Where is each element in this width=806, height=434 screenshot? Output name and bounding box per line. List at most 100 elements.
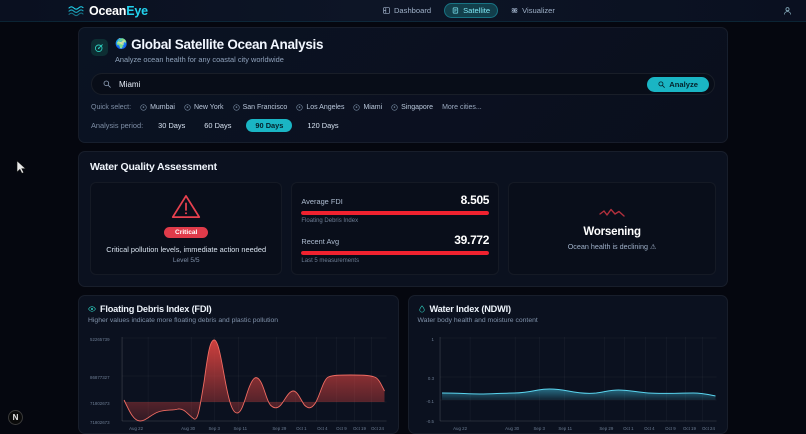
analyze-button[interactable]: Analyze — [647, 76, 709, 92]
nav-item-visualizer[interactable]: Visualizer — [504, 3, 562, 18]
globe-icon: 🌍 — [115, 39, 128, 51]
next-dev-indicator[interactable]: N — [8, 410, 23, 425]
droplet-icon — [418, 305, 425, 313]
search-bar[interactable]: Analyze — [91, 73, 715, 96]
page-subtitle: Analyze ocean health for any coastal cit… — [115, 55, 284, 65]
ndwi-xtick-7: Oct 9 — [665, 426, 676, 431]
map-pin-icon — [391, 104, 398, 111]
nav-item-satellite[interactable]: Satellite — [444, 3, 499, 18]
ndwi-xtick-2: Sep 3 — [533, 426, 545, 431]
water-quality-assessment-card: Water Quality Assessment Critical Critic… — [78, 151, 728, 288]
fdi-ytick-2: 71802673 — [90, 401, 110, 406]
quick-city-san-francisco[interactable]: San Francisco — [232, 104, 288, 112]
status-level: Level 5/5 — [172, 257, 200, 265]
warning-triangle-icon — [172, 195, 201, 219]
brand-text: OceanEye — [89, 4, 148, 18]
charts-row: Floating Debris Index (FDI) Higher value… — [78, 295, 728, 434]
search-icon — [658, 81, 666, 88]
ndwi-area — [441, 389, 715, 401]
fdi-ytick-1: 86877327 — [90, 375, 110, 380]
status-message: Critical pollution levels, immediate act… — [106, 245, 267, 255]
quick-select-row: Quick select: Mumbai New York San Franci… — [91, 104, 715, 111]
more-cities-link[interactable]: More cities... — [442, 104, 482, 112]
period-option-60-days[interactable]: 60 Days — [204, 121, 232, 131]
wave-icon — [68, 5, 84, 16]
metric-average-fdi-bar — [301, 211, 490, 216]
metric-recent-avg-head: Recent Avg 39.772 — [301, 233, 489, 247]
quick-city-los-angeles[interactable]: Los Angeles — [296, 104, 344, 111]
fdi-area — [124, 340, 385, 422]
page-title-text: Global Satellite Ocean Analysis — [131, 37, 324, 52]
top-navbar: OceanEye Dashboard Satellite Visualizer — [0, 0, 806, 22]
map-pin-icon — [232, 104, 240, 111]
brand-name-primary: Ocean — [89, 3, 127, 18]
nav-item-dashboard-label: Dashboard — [393, 6, 432, 15]
ndwi-chart-plot: 1 0.3 -0.1 -0.5 — [418, 329, 719, 433]
user-menu[interactable] — [783, 6, 792, 15]
metric-recent-avg-bar — [301, 251, 490, 256]
satellite-dish-badge — [91, 39, 108, 56]
fdi-chart-head: Floating Debris Index (FDI) — [88, 304, 389, 314]
trend-tile: Worsening Ocean health is declining ⚠ — [508, 182, 716, 276]
ndwi-line — [441, 388, 716, 397]
fdi-xtick-3: Sep 11 — [233, 426, 247, 431]
quick-city-san-francisco-label: San Francisco — [242, 104, 288, 112]
status-badge: Critical — [164, 227, 209, 239]
map-pin-icon — [184, 104, 191, 111]
eye-icon — [88, 306, 96, 312]
metrics-tile: Average FDI 8.505 Floating Debris Index … — [291, 182, 500, 276]
metric-recent-avg-name: Recent Avg — [301, 237, 340, 247]
user-icon — [783, 6, 792, 14]
fdi-xtick-0: Aug 22 — [129, 426, 143, 431]
fdi-xtick-4: Sep 29 — [272, 426, 286, 431]
period-option-30-days[interactable]: 30 Days — [158, 121, 186, 131]
quick-city-singapore-label: Singapore — [401, 104, 434, 112]
fdi-xtick-6: Oct 4 — [317, 426, 328, 431]
ndwi-xtick-4: Sep 29 — [599, 426, 613, 431]
search-icon — [103, 80, 111, 88]
trend-word: Worsening — [583, 225, 641, 238]
fdi-xtick-2: Sep 3 — [208, 426, 220, 431]
fdi-xtick-5: Oct 1 — [296, 426, 307, 431]
trending-down-icon — [599, 208, 625, 217]
map-pin-icon — [140, 104, 147, 111]
period-option-90-days[interactable]: 90 Days — [246, 119, 293, 133]
fdi-chart-card: Floating Debris Index (FDI) Higher value… — [78, 295, 399, 434]
ndwi-chart-card: Water Index (NDWI) Water body health and… — [407, 295, 728, 434]
analysis-period-row: Analysis period: 30 Days 60 Days 90 Days… — [91, 119, 715, 133]
analysis-period-label: Analysis period: — [91, 121, 144, 131]
fdi-chart-subtitle: Higher values indicate more floating deb… — [88, 317, 279, 325]
ndwi-xtick-1: Aug 30 — [505, 426, 519, 431]
fdi-xtick-7: Oct 9 — [336, 426, 347, 431]
analyze-button-label: Analyze — [669, 79, 698, 89]
quick-city-mumbai[interactable]: Mumbai — [140, 104, 175, 111]
map-pin-icon — [296, 104, 303, 111]
period-option-120-days[interactable]: 120 Days — [307, 121, 339, 131]
ndwi-xtick-9: Oct 24 — [702, 426, 716, 431]
ndwi-xtick-5: Oct 1 — [623, 426, 634, 431]
quick-city-new-york[interactable]: New York — [184, 104, 224, 111]
brand-logo[interactable]: OceanEye — [68, 4, 148, 18]
fdi-line — [123, 339, 385, 422]
nav-links: Dashboard Satellite Visualizer — [376, 3, 562, 18]
metric-average-fdi-head: Average FDI 8.505 — [301, 193, 489, 207]
search-input[interactable] — [119, 79, 640, 89]
metric-average-fdi-value: 8.505 — [460, 193, 490, 208]
ndwi-chart-subtitle: Water body health and moisture content — [417, 317, 538, 325]
nav-item-dashboard[interactable]: Dashboard — [376, 3, 438, 18]
search-hero-card: 🌍 Global Satellite Ocean Analysis Analyz… — [78, 27, 728, 144]
water-quality-assessment-title: Water Quality Assessment — [90, 161, 217, 174]
page-title: 🌍 Global Satellite Ocean Analysis — [115, 37, 323, 53]
metric-recent-avg-bar-fill — [301, 251, 490, 256]
ndwi-xtick-3: Sep 11 — [558, 426, 572, 431]
ndwi-ytick-3: -0.5 — [426, 419, 434, 424]
metric-average-fdi-name: Average FDI — [301, 197, 343, 207]
quick-city-miami[interactable]: Miami — [353, 104, 382, 111]
ndwi-chart-head: Water Index (NDWI) — [418, 304, 719, 314]
metric-recent-avg-note: Last 5 measurements — [301, 258, 360, 265]
quick-city-singapore[interactable]: Singapore — [391, 104, 433, 111]
fdi-chart-plot: 52265739 86877327 71802673 71802673 — [88, 329, 389, 433]
ndwi-xtick-8: Oct 19 — [682, 426, 696, 431]
nav-item-satellite-label: Satellite — [463, 6, 491, 15]
ndwi-xtick-0: Aug 22 — [453, 426, 467, 431]
